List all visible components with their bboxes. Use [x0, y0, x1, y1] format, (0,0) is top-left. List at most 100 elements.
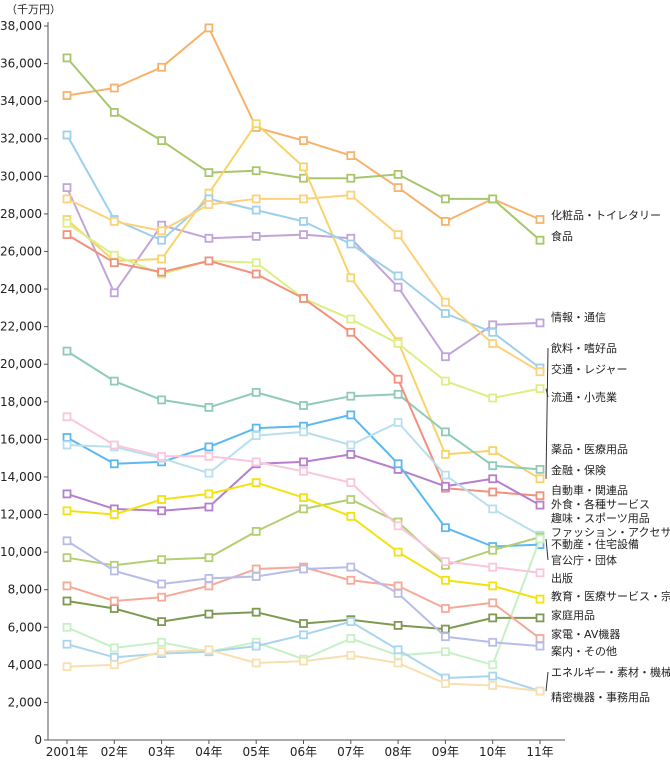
data-point [440, 632, 450, 642]
data-point [535, 641, 545, 651]
label-leader [545, 671, 549, 692]
y-tick-label: 18,000 [0, 395, 42, 409]
data-point [299, 427, 308, 437]
data-point [488, 562, 498, 572]
data-point [488, 461, 498, 471]
data-point [251, 572, 261, 581]
data-point [157, 226, 167, 236]
data-point [62, 53, 72, 63]
data-point [62, 412, 72, 422]
data-point [251, 194, 261, 204]
data-point [393, 374, 403, 384]
data-point [204, 609, 214, 619]
series-11 [62, 418, 545, 540]
data-point [251, 269, 261, 279]
data-point [62, 662, 72, 672]
series-label: 薬品・医療用品 [551, 442, 628, 456]
y-tick-label: 34,000 [0, 94, 42, 108]
data-point [488, 504, 498, 514]
data-point [299, 656, 308, 666]
series-label: 家電・AV機器 [551, 627, 620, 641]
data-point [488, 637, 498, 647]
data-point [440, 647, 450, 657]
data-point [62, 596, 72, 606]
data-point [204, 233, 214, 243]
data-point [346, 151, 356, 161]
data-point [251, 431, 261, 441]
data-point [393, 230, 403, 240]
data-point [109, 510, 119, 519]
data-point [488, 660, 498, 670]
data-point [62, 553, 72, 563]
data-point [440, 309, 450, 318]
series-15 [62, 478, 545, 604]
data-point [393, 589, 403, 598]
y-tick-label: 4,000 [8, 658, 42, 672]
data-point [157, 555, 167, 564]
data-point [62, 183, 72, 193]
data-point [157, 579, 167, 589]
y-axis-unit: （千万円） [6, 3, 61, 16]
data-point [62, 506, 72, 516]
data-point [62, 622, 72, 632]
data-point [488, 339, 498, 348]
series-line [66, 233, 541, 497]
data-point [440, 481, 450, 491]
data-point [393, 521, 403, 531]
data-point [393, 169, 403, 179]
data-point [393, 183, 403, 193]
data-point [251, 423, 261, 433]
series-14 [62, 412, 545, 578]
data-point [204, 200, 214, 209]
data-point [535, 634, 545, 643]
series-label: 案内・その他 [551, 644, 617, 658]
data-point [157, 451, 167, 461]
series-1 [62, 53, 545, 245]
data-point [393, 282, 403, 292]
series-label: 交通・レジャー [551, 362, 627, 376]
data-point [109, 604, 119, 613]
data-point [346, 512, 356, 521]
data-point [109, 250, 119, 260]
x-tick-label: 02年 [101, 745, 128, 759]
data-point [251, 119, 261, 129]
data-point [535, 613, 545, 623]
data-point [440, 575, 450, 585]
y-tick-label: 38,000 [0, 19, 42, 33]
data-point [535, 215, 545, 224]
data-point [109, 440, 119, 450]
data-point [393, 459, 403, 469]
data-point [62, 230, 72, 240]
data-point [157, 395, 167, 405]
data-point [488, 474, 498, 484]
series-label: 飲料・嗜好品 [551, 341, 617, 355]
data-point [346, 391, 356, 401]
data-point [62, 639, 72, 649]
data-point [393, 418, 403, 427]
data-point [393, 645, 403, 655]
series-label: 不動産・住宅設備 [551, 537, 639, 551]
data-point [393, 658, 403, 668]
data-point [204, 489, 214, 499]
y-tick-label: 16,000 [0, 432, 42, 446]
data-point [440, 376, 450, 386]
data-point [251, 205, 261, 215]
series-label: ファッション・アクセサリー [551, 526, 670, 539]
y-tick-label: 2,000 [8, 695, 42, 709]
data-point [109, 459, 119, 469]
series-label: 外食・各種サービス [551, 497, 650, 511]
x-tick-label: 09年 [432, 745, 459, 759]
series-5 [62, 218, 545, 403]
data-point [251, 527, 261, 536]
y-tick-label: 12,000 [0, 508, 42, 522]
data-point [62, 91, 72, 100]
data-point [204, 442, 214, 452]
data-point [346, 173, 356, 183]
data-point [299, 216, 308, 226]
series-line [66, 222, 541, 399]
data-point [393, 339, 403, 348]
data-point [62, 346, 72, 356]
data-point [204, 402, 214, 412]
x-tick-label: 11年 [526, 745, 553, 759]
data-point [346, 440, 356, 450]
